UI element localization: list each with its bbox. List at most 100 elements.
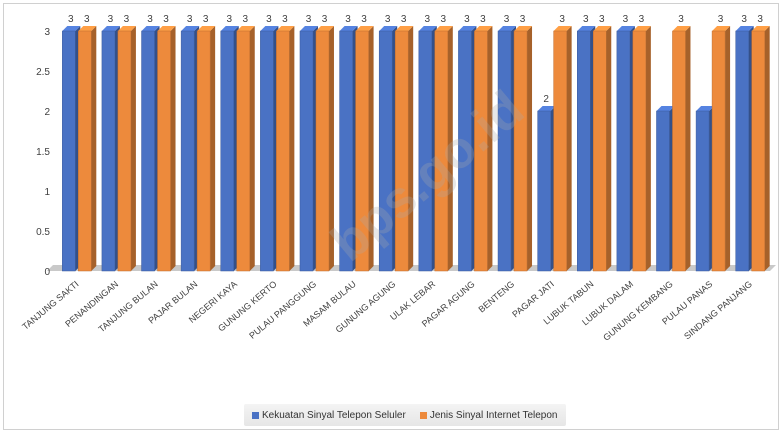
data-label: 3 [425, 14, 431, 25]
bar-side [645, 26, 651, 271]
bar-side [249, 26, 255, 271]
y-tick-label: 0 [44, 267, 50, 278]
data-label: 3 [464, 14, 470, 25]
data-label: 3 [559, 14, 565, 25]
data-label: 3 [480, 14, 486, 25]
bar [434, 30, 449, 272]
data-label: 3 [757, 14, 763, 25]
bar [537, 110, 551, 272]
chart-legend: Kekuatan Sinyal Telepon Seluler Jenis Si… [244, 404, 566, 426]
bar-side [725, 26, 731, 271]
bar-top [62, 26, 81, 31]
bar-top [236, 26, 255, 31]
legend-swatch-series-1 [252, 411, 259, 419]
bar-top [315, 26, 334, 31]
bar-top [157, 26, 176, 31]
bar-side [328, 26, 334, 271]
bar-side [685, 26, 691, 271]
bar-top [632, 26, 651, 31]
bar [711, 30, 726, 272]
bar-top [339, 26, 358, 31]
bar [616, 30, 631, 272]
data-label: 3 [718, 14, 724, 25]
data-label: 3 [345, 14, 351, 25]
bar-top [260, 26, 279, 31]
bar-side [210, 26, 216, 271]
bar-top [696, 106, 715, 111]
x-tick-label: SINDANG PANJANG [682, 279, 754, 342]
bar-top [379, 26, 398, 31]
bar [553, 30, 567, 272]
bar [394, 30, 409, 272]
bar-top [514, 26, 533, 31]
y-tick-label: 2 [44, 107, 50, 118]
bar [593, 30, 607, 272]
bar-side [566, 26, 572, 271]
bar [78, 30, 92, 272]
bar-top [577, 26, 596, 31]
legend-label-series-1: Kekuatan Sinyal Telepon Seluler [262, 409, 406, 421]
data-label: 3 [401, 14, 407, 25]
bar-top [712, 26, 731, 31]
data-label: 2 [543, 94, 549, 105]
bar-side [289, 26, 295, 271]
bar [236, 30, 250, 272]
data-label: 3 [639, 14, 645, 25]
bar-side [447, 26, 453, 271]
x-tick-label: GUNUNG KEMBANG [601, 279, 674, 343]
bar-top [656, 106, 675, 111]
data-label: 3 [282, 14, 288, 25]
bar [577, 30, 591, 272]
y-tick-label: 2.5 [36, 67, 50, 78]
bar [180, 30, 195, 272]
bar-side [527, 26, 533, 271]
chart-frame: 0 0.5 1 1.5 2 2.5 3 3 3 TANJUNG SAKTI 3 3 PENANDINGA… [3, 3, 779, 430]
bar-top [735, 26, 754, 31]
bar-top [474, 26, 493, 31]
data-label: 3 [163, 14, 169, 25]
bar-top [434, 26, 453, 31]
legend-item-series-1: Kekuatan Sinyal Telepon Seluler [252, 410, 406, 421]
data-label: 3 [623, 14, 629, 25]
data-label: 3 [504, 14, 510, 25]
legend-swatch-series-2 [419, 411, 427, 419]
data-label: 3 [599, 14, 605, 25]
legend-label-series-2: Jenis Sinyal Internet Telepon [429, 409, 558, 421]
data-label: 3 [108, 14, 114, 25]
bar [497, 30, 512, 272]
data-label: 3 [266, 14, 272, 25]
y-tick-label: 0.5 [36, 227, 50, 238]
bar-side [130, 26, 136, 271]
bar [474, 30, 488, 272]
data-label: 3 [84, 14, 90, 25]
bar [315, 30, 330, 272]
bar [62, 30, 76, 272]
bar-top [276, 26, 295, 31]
bar [355, 30, 369, 272]
bar [672, 30, 686, 272]
bar-top [141, 26, 160, 31]
data-label: 3 [124, 14, 130, 25]
data-label: 3 [322, 14, 328, 25]
bar-side [368, 26, 374, 271]
bar [378, 30, 393, 272]
bar [751, 30, 765, 272]
bar-top [181, 26, 200, 31]
bar [656, 110, 670, 272]
bar [339, 30, 353, 272]
bar-top [78, 26, 97, 31]
data-label: 3 [242, 14, 248, 25]
data-label: 3 [385, 14, 391, 25]
data-label: 3 [306, 14, 312, 25]
bar [735, 30, 749, 272]
bar-top [197, 26, 216, 31]
data-label: 3 [226, 14, 232, 25]
legend-item-series-2: Jenis Sinyal Internet Telepon [419, 409, 558, 421]
bar [141, 30, 155, 272]
bar-top [537, 106, 556, 111]
data-label: 3 [520, 14, 526, 25]
bar-side [170, 26, 176, 271]
bar-top [117, 26, 136, 31]
bar-top [395, 26, 414, 31]
bar [299, 30, 314, 272]
